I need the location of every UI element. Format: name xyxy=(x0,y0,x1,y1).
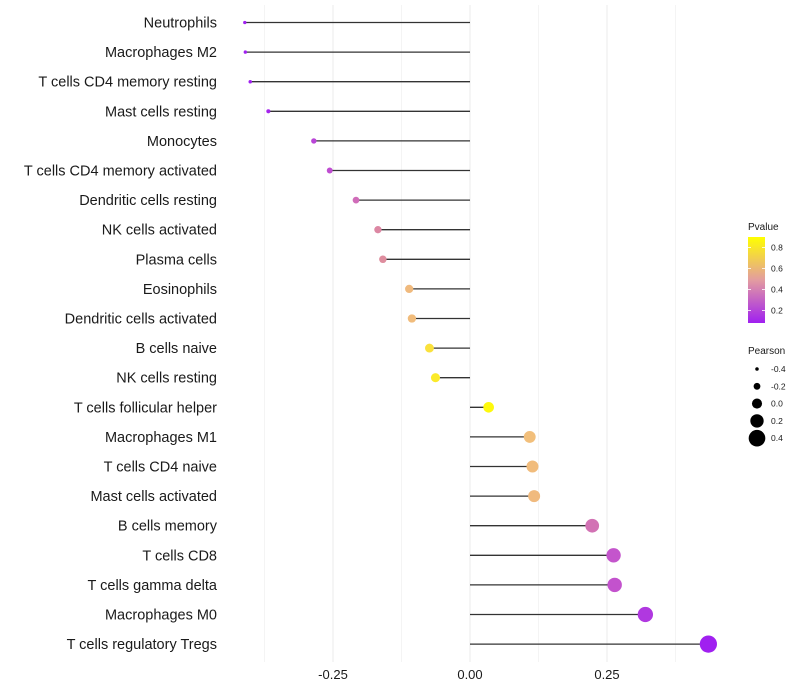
data-point xyxy=(483,401,494,413)
y-tick-label: Macrophages M0 xyxy=(105,608,217,624)
data-point xyxy=(430,373,441,383)
data-point xyxy=(607,577,622,593)
data-point xyxy=(405,284,414,294)
y-tick-label: Mast cells activated xyxy=(90,489,217,505)
y-tick-label: T cells CD4 memory resting xyxy=(38,75,217,91)
y-tick-label: T cells CD4 memory activated xyxy=(24,164,217,180)
gridlines xyxy=(264,5,676,662)
data-point xyxy=(374,226,382,234)
data-point xyxy=(699,635,717,653)
y-tick-label: NK cells activated xyxy=(102,223,217,239)
size-legend-key xyxy=(755,367,759,371)
size-legend-label: 0.2 xyxy=(771,416,783,426)
y-tick-label: Dendritic cells resting xyxy=(79,193,217,209)
y-tick-label: Plasma cells xyxy=(136,252,217,268)
data-point xyxy=(248,79,253,84)
y-tick-label: T cells CD4 naive xyxy=(104,460,217,476)
colorbar-tick-label: 0.2 xyxy=(771,305,783,315)
y-tick-label: B cells naive xyxy=(136,341,217,357)
pvalue-legend-title: Pvalue xyxy=(748,222,779,233)
data-point xyxy=(352,196,360,204)
pvalue-colorbar xyxy=(748,237,765,323)
y-tick-label: T cells gamma delta xyxy=(88,578,218,594)
data-point xyxy=(528,490,541,503)
pvalue-legend: Pvalue 0.8 0.6 0.4 0.2 xyxy=(748,222,783,323)
y-tick-label: T cells follicular helper xyxy=(74,400,217,416)
y-axis-labels: Neutrophils Macrophages M2 T cells CD4 mem… xyxy=(24,16,218,654)
y-tick-label: T cells CD8 xyxy=(142,548,217,564)
colorbar-tick-label: 0.8 xyxy=(771,242,783,252)
x-axis-labels: -0.25 0.00 0.25 xyxy=(318,667,619,682)
points xyxy=(243,20,717,653)
y-tick-label: T cells regulatory Tregs xyxy=(67,637,217,653)
data-point xyxy=(311,138,317,144)
data-point xyxy=(523,430,536,443)
data-point xyxy=(243,20,247,25)
x-tick-label: 0.00 xyxy=(457,667,482,682)
y-tick-label: Eosinophils xyxy=(143,282,217,298)
data-point xyxy=(425,343,434,353)
pearson-legend: Pearson -0.4 -0.2 0.0 0.2 0.4 xyxy=(748,346,786,447)
x-tick-label: -0.25 xyxy=(318,667,348,682)
data-point xyxy=(526,460,539,473)
size-legend-label: -0.4 xyxy=(771,364,786,374)
size-legend-key xyxy=(751,398,763,409)
data-point xyxy=(266,109,271,114)
data-point xyxy=(637,606,654,623)
size-legend-key xyxy=(753,382,761,390)
y-tick-label: Macrophages M2 xyxy=(105,45,217,61)
colorbar-tick-label: 0.4 xyxy=(771,284,783,294)
stems xyxy=(244,21,709,645)
pearson-legend-title: Pearson xyxy=(748,346,785,357)
size-legend-key xyxy=(750,414,764,428)
y-tick-label: Dendritic cells activated xyxy=(65,312,217,328)
y-tick-label: Mast cells resting xyxy=(105,104,217,120)
data-point xyxy=(606,548,621,563)
y-tick-label: B cells memory xyxy=(118,519,218,535)
size-legend-key xyxy=(748,429,766,447)
y-tick-label: Neutrophils xyxy=(144,16,217,32)
y-tick-label: NK cells resting xyxy=(116,371,217,387)
data-point xyxy=(243,50,248,54)
data-point xyxy=(585,518,600,533)
size-legend-label: -0.2 xyxy=(771,381,786,391)
x-tick-label: 0.25 xyxy=(594,667,619,682)
data-point xyxy=(407,314,417,323)
data-point xyxy=(326,167,333,174)
y-tick-label: Monocytes xyxy=(147,134,217,150)
data-point xyxy=(379,255,387,264)
y-tick-label: Macrophages M1 xyxy=(105,430,217,446)
size-legend-label: 0.4 xyxy=(771,433,783,443)
size-legend-label: 0.0 xyxy=(771,399,783,409)
colorbar-tick-label: 0.6 xyxy=(771,263,783,273)
